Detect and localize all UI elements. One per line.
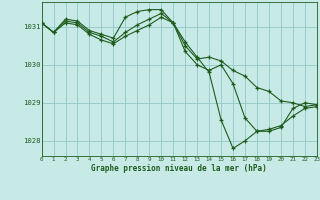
X-axis label: Graphe pression niveau de la mer (hPa): Graphe pression niveau de la mer (hPa)	[91, 164, 267, 173]
